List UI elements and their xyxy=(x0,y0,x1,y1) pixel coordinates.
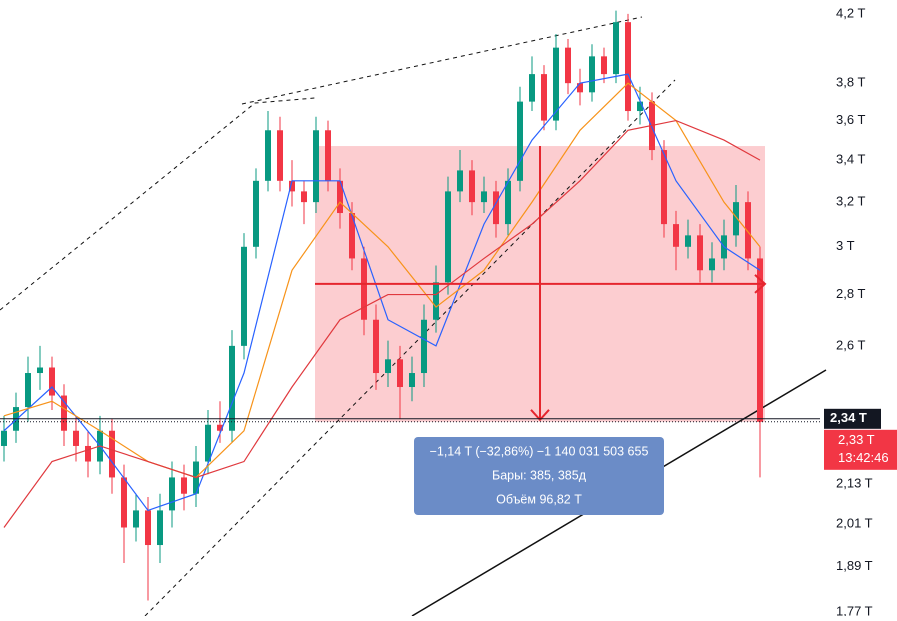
candle-body xyxy=(337,180,343,214)
candle-body xyxy=(409,373,415,388)
candle-body xyxy=(265,130,271,181)
y-tick-label: 3,6 T xyxy=(836,112,865,127)
candle-body xyxy=(685,235,691,247)
candle-body xyxy=(577,83,583,93)
candle-body xyxy=(733,202,739,236)
last-price-badge xyxy=(824,429,897,470)
candle-body xyxy=(565,47,571,84)
candle-body xyxy=(229,345,235,431)
candle-body xyxy=(709,258,715,271)
candle-body xyxy=(217,424,223,431)
candle-body xyxy=(661,150,667,225)
arrow-head xyxy=(530,409,550,422)
candle-body xyxy=(589,56,595,93)
candle-body xyxy=(241,246,247,346)
candle-body xyxy=(529,74,535,102)
candle-body xyxy=(73,430,79,446)
candle-body xyxy=(361,258,367,320)
candle-body xyxy=(181,477,187,494)
candle-body xyxy=(121,477,127,528)
candle-body xyxy=(253,180,259,247)
candle-body xyxy=(349,213,355,259)
candle-body xyxy=(157,510,163,546)
candle-body xyxy=(421,319,427,374)
arrow-head xyxy=(754,274,767,294)
moving-average xyxy=(3,82,761,479)
y-tick-label: 2,01 T xyxy=(836,515,873,530)
candle-body xyxy=(385,359,391,374)
candle-body xyxy=(469,170,475,203)
channel-upper-left xyxy=(0,97,316,311)
candle-body xyxy=(517,101,523,181)
candle-body xyxy=(601,56,607,75)
candle-body xyxy=(433,282,439,320)
y-tick-label: 1,89 T xyxy=(836,558,873,573)
moving-average xyxy=(3,73,761,512)
candle-body xyxy=(313,130,319,203)
measure-bars: Бары: 385, 385д xyxy=(492,468,587,482)
candle-body xyxy=(61,395,67,431)
y-tick-label: 3,4 T xyxy=(836,152,865,167)
channel-lower xyxy=(144,79,676,617)
candle-body xyxy=(541,74,547,121)
candle-body xyxy=(205,424,211,462)
candle-body xyxy=(553,47,559,121)
candle-body xyxy=(637,101,643,112)
candle-body xyxy=(133,510,139,528)
candle-body xyxy=(277,130,283,181)
crosshair-label: 2,34 T xyxy=(830,410,867,425)
candle-body xyxy=(457,170,463,192)
candle-body xyxy=(373,319,379,374)
measure-tooltip xyxy=(414,437,664,515)
y-tick-label: 2,8 T xyxy=(836,286,865,301)
candle-body xyxy=(169,477,175,511)
candle-body xyxy=(481,191,487,203)
y-tick-label: 3,8 T xyxy=(836,75,865,90)
candle-body xyxy=(757,258,763,422)
candle-body xyxy=(37,367,43,374)
candle-body xyxy=(145,510,151,546)
candle-body xyxy=(109,430,115,478)
candle-body xyxy=(697,235,703,271)
crosshair-badge xyxy=(824,408,881,429)
last-price-label: 2,33 T xyxy=(838,432,875,447)
candle-body xyxy=(1,430,7,446)
candle-body xyxy=(493,191,499,225)
candle-body xyxy=(25,373,31,408)
measure-change: −1,14 T (−32,86%) −1 140 031 503 655 xyxy=(430,444,649,458)
candle-body xyxy=(673,224,679,247)
y-tick-label: 1,77 T xyxy=(836,604,873,616)
y-tick-label: 2,6 T xyxy=(836,337,865,352)
candle-body xyxy=(301,191,307,203)
last-price-time: 13:42:46 xyxy=(838,450,889,465)
candle-body xyxy=(325,130,331,181)
candle-body xyxy=(85,445,91,462)
candle-body xyxy=(745,202,751,259)
candle-body xyxy=(397,359,403,388)
candle-body xyxy=(445,191,451,283)
candle-body xyxy=(613,22,619,75)
y-tick-label: 3 T xyxy=(836,238,855,253)
candle-body xyxy=(49,367,55,396)
candle-body xyxy=(289,180,295,192)
moving-average xyxy=(3,119,761,528)
measure-volume: Объём 96,82 T xyxy=(496,492,582,506)
y-tick-label: 3,2 T xyxy=(836,194,865,209)
y-tick-label: 4,2 T xyxy=(836,5,865,20)
candle-body xyxy=(625,22,631,112)
y-tick-label: 2,13 T xyxy=(836,475,873,490)
candle-body xyxy=(505,180,511,225)
